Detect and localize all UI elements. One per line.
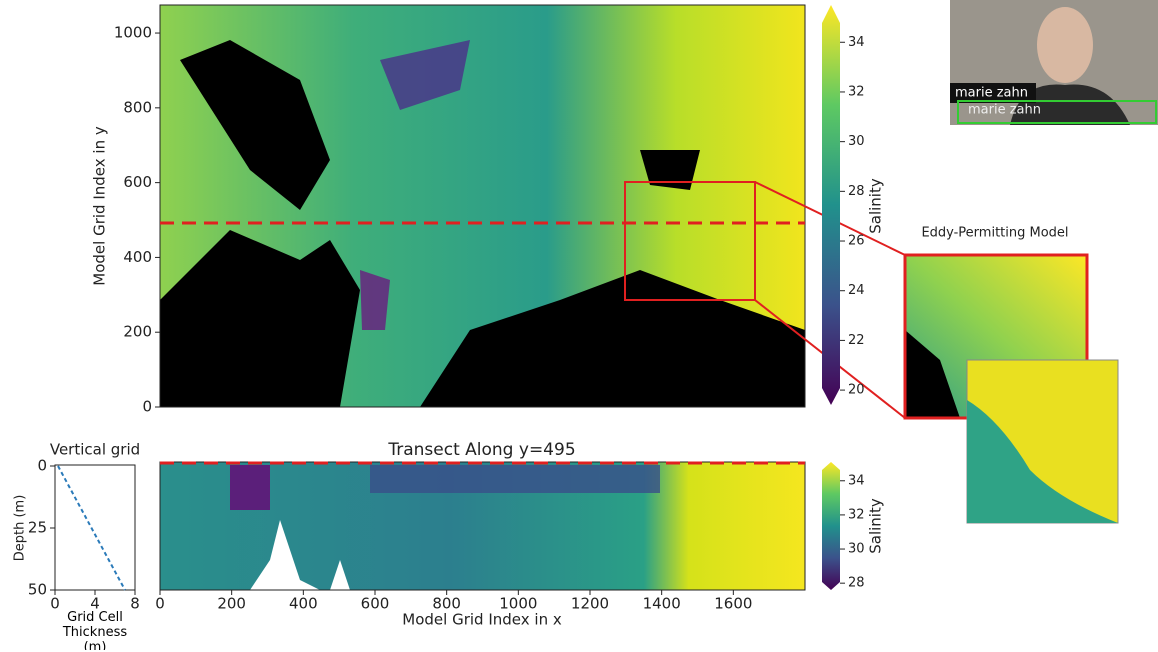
zoom-title: Eddy-Permitting Model — [921, 226, 1068, 241]
eddies — [967, 400, 1118, 523]
fresh-water — [360, 270, 390, 330]
transect-title: Transect Along y=495 — [387, 440, 575, 460]
tick-label: 800 — [123, 98, 152, 116]
colorbar-label: Salinity — [867, 178, 885, 234]
bathymetry — [250, 520, 350, 590]
person — [1037, 7, 1093, 83]
tick-label: 1600 — [714, 595, 752, 613]
person — [1010, 84, 1130, 125]
vgrid-xlabel-box: Grid Cell Thickness (m) — [62, 610, 128, 650]
speaker-border — [957, 100, 1157, 124]
transect-xlabel: Model Grid Index in x — [402, 611, 562, 629]
fresh-layer — [230, 465, 270, 510]
tick-label: 0 — [50, 595, 60, 613]
tick-label: 22 — [848, 333, 865, 348]
colorbar-label: Salinity — [867, 498, 885, 554]
tick-label: 20 — [848, 383, 865, 398]
tick-label: 1000 — [114, 24, 152, 42]
vgrid-title: Vertical grid — [50, 441, 140, 459]
zoom-box — [624, 181, 756, 301]
tick-label: 0 — [155, 595, 165, 613]
tick-label: 32 — [848, 84, 865, 99]
tick-label: 25 — [28, 519, 47, 537]
tick-label: 0 — [142, 398, 152, 416]
tick-label: 34 — [848, 35, 865, 50]
fresh-layer — [370, 465, 660, 493]
vgrid-frame — [54, 464, 136, 591]
name-tag — [950, 83, 1036, 103]
tick-label: 30 — [848, 542, 865, 557]
colorbar — [822, 5, 840, 405]
tick-label: 600 — [361, 595, 390, 613]
tick-label: 200 — [217, 595, 246, 613]
participant-name: marie zahn — [955, 86, 1028, 101]
land — [180, 40, 330, 210]
tick-label: 800 — [432, 595, 461, 613]
land — [905, 330, 960, 418]
tick-label: 0 — [37, 457, 47, 475]
tick-label: 1000 — [499, 595, 537, 613]
vgrid-xlabel: Grid Cell Thickness (m) — [62, 610, 128, 650]
participant-subname: marie zahn — [968, 103, 1041, 118]
colorbar — [822, 462, 840, 590]
tick-label: 34 — [848, 473, 865, 488]
vgrid-profile — [57, 465, 126, 591]
tick-label: 32 — [848, 507, 865, 522]
transect-frame — [159, 461, 806, 591]
land — [420, 270, 805, 407]
tick-label: 8 — [130, 595, 140, 613]
tick-label: 200 — [123, 323, 152, 341]
tick-label: 24 — [848, 283, 865, 298]
map-ylabel: Model Grid Index in y — [91, 126, 109, 286]
tick-label: 600 — [123, 173, 152, 191]
tick-label: 4 — [90, 595, 100, 613]
land — [640, 150, 700, 190]
tick-label: 400 — [123, 248, 152, 266]
tick-label: 28 — [848, 576, 865, 591]
tick-label: 28 — [848, 184, 865, 199]
vgrid-ylabel: Depth (m) — [13, 495, 28, 562]
tick-label: 400 — [289, 595, 318, 613]
fresh-water — [380, 40, 470, 110]
tick-label: 30 — [848, 134, 865, 149]
tick-label: 50 — [28, 581, 47, 599]
tick-label: 26 — [848, 234, 865, 249]
land — [160, 230, 360, 407]
tick-label: 1400 — [643, 595, 681, 613]
tick-label: 1200 — [571, 595, 609, 613]
